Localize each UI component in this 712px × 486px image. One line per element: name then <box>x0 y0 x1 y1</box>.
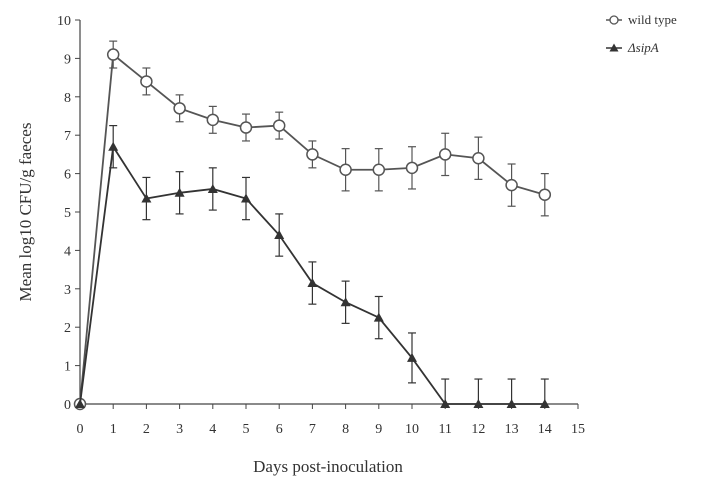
x-tick-label: 4 <box>209 422 216 437</box>
y-tick-label: 9 <box>64 52 71 67</box>
data-point <box>274 120 285 131</box>
y-tick-label: 6 <box>64 168 71 183</box>
y-tick-label: 8 <box>64 91 71 106</box>
data-point <box>307 149 318 160</box>
y-tick-label: 4 <box>64 244 71 259</box>
legend-label-sipa: ΔsipA <box>627 40 659 55</box>
data-point <box>341 297 351 306</box>
x-tick-label: 3 <box>176 422 183 437</box>
x-axis-title: Days post-inoculation <box>253 457 403 476</box>
legend-label-wild-type: wild type <box>628 12 677 27</box>
axes <box>80 20 578 404</box>
data-point <box>108 49 119 60</box>
x-tick-label: 2 <box>143 422 150 437</box>
y-tick-label: 1 <box>64 360 71 375</box>
data-point <box>241 122 252 133</box>
data-point <box>374 313 384 322</box>
x-tick-label: 15 <box>571 422 585 437</box>
series-layer <box>75 41 551 409</box>
y-axis-title: Mean log10 CFU/g faeces <box>16 123 35 302</box>
data-point <box>207 114 218 125</box>
y-tick-label: 10 <box>57 14 71 29</box>
series-line <box>80 55 545 404</box>
data-point <box>473 153 484 164</box>
y-tick-label: 5 <box>64 206 71 221</box>
legend: wild type ΔsipA <box>606 12 677 55</box>
y-tick-label: 0 <box>64 398 71 413</box>
x-tick-label: 12 <box>471 422 485 437</box>
x-tick-label: 6 <box>276 422 283 437</box>
x-tick-label: 5 <box>243 422 250 437</box>
legend-item-sipa: ΔsipA <box>606 40 659 55</box>
x-tick-label: 10 <box>405 422 419 437</box>
y-axis-ticks: 0 1 2 3 4 5 6 7 8 9 10 <box>57 14 80 413</box>
data-point <box>407 162 418 173</box>
data-point <box>340 164 351 175</box>
data-point <box>141 76 152 87</box>
x-axis-ticks: 0 1 2 3 4 5 6 7 8 9 10 11 12 13 14 15 <box>77 404 586 437</box>
data-point <box>373 164 384 175</box>
x-tick-label: 0 <box>77 422 84 437</box>
y-tick-label: 2 <box>64 321 71 336</box>
legend-marker-open-circle <box>610 16 618 24</box>
y-tick-label: 7 <box>64 129 71 144</box>
y-tick-label: 3 <box>64 283 71 298</box>
data-point <box>108 142 118 151</box>
x-tick-label: 13 <box>505 422 519 437</box>
data-point <box>440 149 451 160</box>
series-0 <box>75 41 551 409</box>
data-point <box>539 189 550 200</box>
x-tick-label: 8 <box>342 422 349 437</box>
data-point <box>506 180 517 191</box>
x-tick-label: 9 <box>375 422 382 437</box>
x-tick-label: 14 <box>538 422 552 437</box>
x-tick-label: 1 <box>110 422 117 437</box>
x-tick-label: 11 <box>438 422 451 437</box>
data-point <box>174 103 185 114</box>
x-tick-label: 7 <box>309 422 316 437</box>
legend-item-wild-type: wild type <box>606 12 677 27</box>
